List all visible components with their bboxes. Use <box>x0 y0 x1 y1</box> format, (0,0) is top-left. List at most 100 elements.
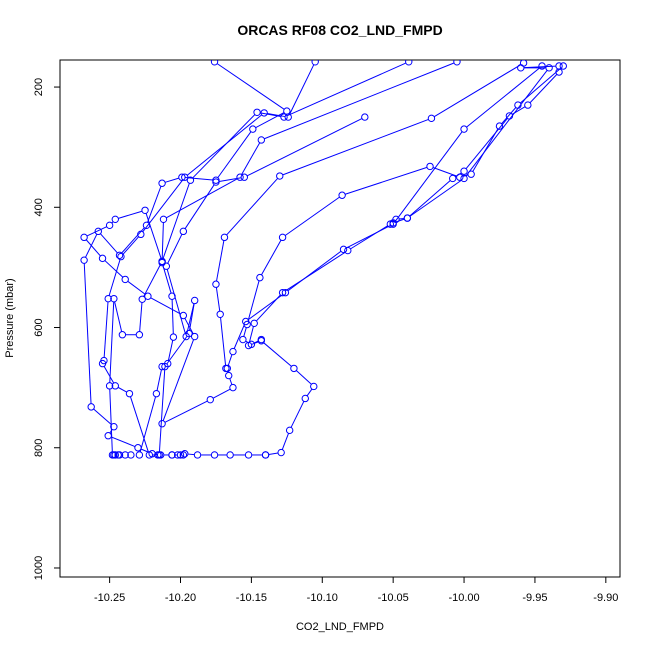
data-point <box>210 60 219 66</box>
chart-title: ORCAS RF08 CO2_LND_FMPD <box>237 22 442 38</box>
data-point <box>453 60 461 66</box>
series-segment <box>455 172 462 178</box>
data-point <box>138 295 146 303</box>
series-segment <box>243 327 247 337</box>
data-point <box>98 254 107 263</box>
data-point <box>277 448 285 457</box>
data-point <box>135 451 144 459</box>
series-segment <box>139 396 157 453</box>
series-segment <box>216 240 225 282</box>
data-point <box>158 420 166 428</box>
data-point <box>158 258 166 267</box>
y-tick-label: 800 <box>33 439 45 457</box>
series-segment <box>189 303 195 331</box>
series-segment <box>161 222 164 260</box>
series-segment <box>85 233 98 258</box>
data-point <box>460 125 468 133</box>
data-point <box>344 246 352 255</box>
series-segment <box>409 179 462 217</box>
x-tick-label: -10.15 <box>236 592 267 604</box>
x-axis: -10.25 -10.20 -10.15 -10.10 -10.05 -10.00 -9.9… <box>94 577 618 604</box>
x-tick-label: -10.10 <box>307 592 338 604</box>
series-segment <box>162 339 195 421</box>
series-segment <box>86 226 107 237</box>
data-point <box>285 426 294 435</box>
data-point <box>80 256 88 264</box>
series-segment <box>284 196 340 236</box>
data-point <box>250 319 258 328</box>
series-segment <box>166 335 188 365</box>
data-point <box>193 451 202 459</box>
data-point <box>179 227 188 236</box>
data-point <box>169 333 178 341</box>
series-segment <box>85 239 101 257</box>
series-segment <box>104 260 124 278</box>
series-segment <box>241 142 261 175</box>
series-segment <box>264 62 455 140</box>
series-segment <box>295 370 312 385</box>
series-segment <box>166 178 238 219</box>
data-point <box>249 125 257 133</box>
data-point <box>460 167 468 175</box>
series-segment <box>529 74 558 104</box>
data-point <box>467 170 475 178</box>
series-segment <box>260 112 281 118</box>
series-segment <box>281 433 289 450</box>
data-point <box>173 451 182 459</box>
data-point <box>110 423 118 431</box>
data-point <box>338 191 346 199</box>
series-segment <box>139 302 143 332</box>
y-axis: 200 400 600 800 1000 <box>33 78 60 580</box>
data-point <box>161 362 169 371</box>
data-series <box>168 450 270 459</box>
series-segment <box>164 400 208 423</box>
series-segment <box>289 64 315 115</box>
series-segment <box>465 118 508 170</box>
series-segment <box>346 225 391 249</box>
data-point <box>281 288 290 297</box>
data-point <box>104 294 112 303</box>
series-segment <box>192 114 256 179</box>
data-point <box>243 320 251 329</box>
series-layer <box>80 60 567 459</box>
data-point <box>159 215 168 224</box>
data-point <box>134 444 142 452</box>
data-point <box>137 230 145 239</box>
data-point <box>244 451 253 459</box>
data-point <box>141 206 149 214</box>
data-point <box>98 359 107 368</box>
data-point <box>185 329 193 338</box>
data-point <box>210 451 219 459</box>
data-point <box>538 62 546 70</box>
series-segment <box>396 218 405 223</box>
data-point <box>519 60 528 67</box>
data-point <box>220 233 229 242</box>
plot-frame <box>59 59 621 578</box>
series-segment <box>399 217 405 220</box>
data-point <box>206 395 214 404</box>
data-point <box>80 233 88 242</box>
data-point <box>253 108 261 117</box>
data-series <box>212 60 528 373</box>
series-segment <box>284 251 346 292</box>
data-point <box>105 221 114 230</box>
data-point <box>186 176 195 184</box>
x-tick-label: -9.95 <box>522 592 547 604</box>
data-point <box>181 173 189 181</box>
series-segment <box>147 186 162 223</box>
series-segment <box>166 269 186 334</box>
data-series <box>105 60 413 459</box>
series-segment <box>109 301 115 383</box>
series-segment <box>217 131 252 178</box>
series-segment <box>394 131 463 222</box>
data-point <box>121 275 129 284</box>
data-point <box>403 214 412 222</box>
data-series <box>80 62 546 428</box>
data-point <box>283 107 291 115</box>
data-point <box>162 262 171 270</box>
y-axis-label: Pressure (mbar) <box>4 278 16 357</box>
data-series <box>155 113 369 459</box>
series-segment <box>143 263 162 297</box>
series-segment <box>219 177 242 182</box>
